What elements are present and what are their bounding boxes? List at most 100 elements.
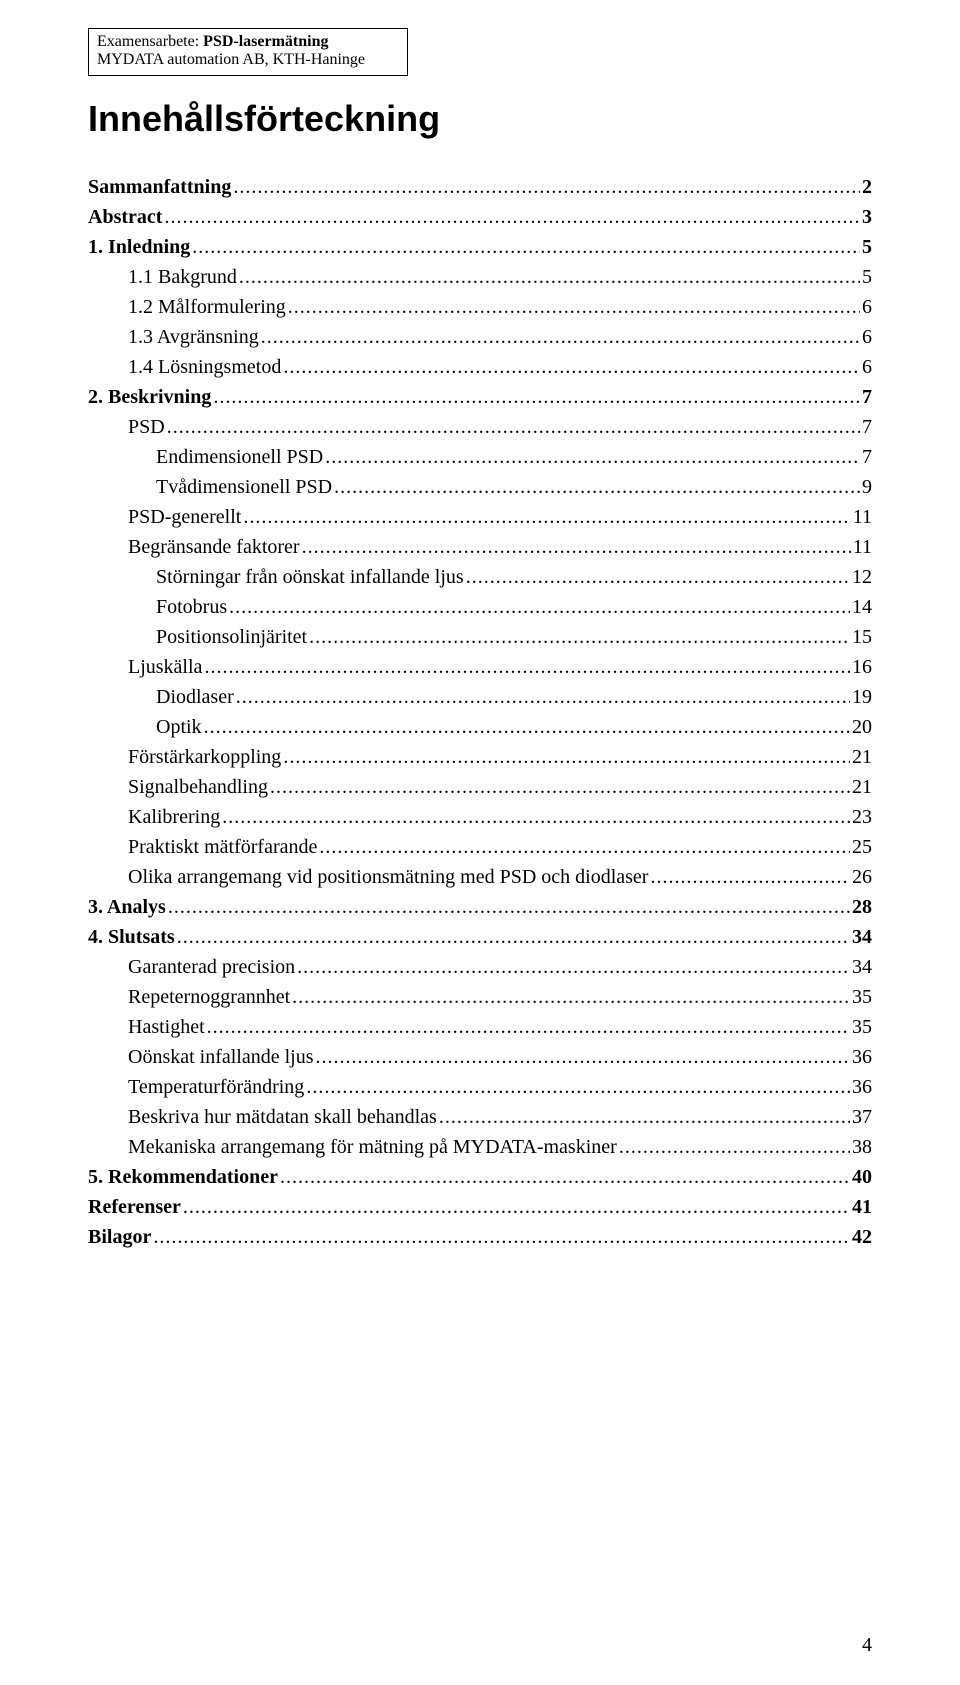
toc-label: Kalibrering <box>128 802 220 832</box>
toc-row: Referenser 41 <box>88 1192 872 1222</box>
toc-page: 14 <box>852 592 872 622</box>
toc-page: 26 <box>852 862 872 892</box>
toc-label: Fotobrus <box>156 592 227 622</box>
toc-page: 23 <box>852 802 872 832</box>
toc-leader <box>302 532 851 562</box>
toc-row: Praktiskt mätförfarande25 <box>88 832 872 862</box>
toc-label: Förstärkarkoppling <box>128 742 281 772</box>
toc-page: 34 <box>852 952 872 982</box>
toc-label: Endimensionell PSD <box>156 442 323 472</box>
toc-page: 15 <box>852 622 872 652</box>
toc-leader <box>167 412 860 442</box>
toc-leader <box>164 202 860 232</box>
toc-row: Tvådimensionell PSD9 <box>88 472 872 502</box>
toc-leader <box>619 1132 850 1162</box>
toc-page: 28 <box>852 892 872 922</box>
toc-leader <box>297 952 850 982</box>
toc-row: Optik 20 <box>88 712 872 742</box>
toc-leader <box>243 502 850 532</box>
toc-label: Optik <box>156 712 202 742</box>
toc-row: 1.1 Bakgrund5 <box>88 262 872 292</box>
toc-page: 11 <box>853 532 872 562</box>
toc-label: 4. Slutsats <box>88 922 175 952</box>
page-number: 4 <box>862 1634 872 1657</box>
toc-page: 11 <box>853 502 872 532</box>
toc-row: Begränsande faktorer 11 <box>88 532 872 562</box>
toc-leader <box>261 322 860 352</box>
toc-page: 7 <box>862 382 872 412</box>
toc-label: Signalbehandling <box>128 772 268 802</box>
toc-page: 5 <box>862 232 872 262</box>
toc-label: 5. Rekommendationer <box>88 1162 278 1192</box>
toc-leader <box>334 472 860 502</box>
toc-leader <box>283 352 860 382</box>
header-prefix: Examensarbete: <box>97 33 203 50</box>
toc-label: Begränsande faktorer <box>128 532 300 562</box>
toc-label: 1.4 Lösningsmetod <box>128 352 281 382</box>
toc-label: Sammanfattning <box>88 172 231 202</box>
toc-leader <box>236 682 850 712</box>
toc-row: 1.3 Avgränsning6 <box>88 322 872 352</box>
toc-label: Störningar från oönskat infallande ljus <box>156 562 464 592</box>
toc-page: 36 <box>852 1072 872 1102</box>
toc-leader <box>207 1012 850 1042</box>
toc-leader <box>233 172 860 202</box>
toc-label: PSD <box>128 412 165 442</box>
toc-label: Praktiskt mätförfarande <box>128 832 317 862</box>
toc-leader <box>306 1072 850 1102</box>
toc-page: 35 <box>852 982 872 1012</box>
toc-page: 20 <box>852 712 872 742</box>
toc-row: Oönskat infallande ljus 36 <box>88 1042 872 1072</box>
toc-label: Garanterad precision <box>128 952 295 982</box>
toc-page: 7 <box>862 412 872 442</box>
toc-row: Diodlaser19 <box>88 682 872 712</box>
toc-page: 36 <box>852 1042 872 1072</box>
toc-row: Signalbehandling 21 <box>88 772 872 802</box>
toc-page: 6 <box>862 352 872 382</box>
toc-leader <box>177 922 850 952</box>
toc-leader <box>168 892 850 922</box>
toc-label: 3. Analys <box>88 892 166 922</box>
toc-page: 21 <box>852 772 872 802</box>
toc-row: 1. Inledning 5 <box>88 232 872 262</box>
toc-page: 34 <box>852 922 872 952</box>
toc-label: Referenser <box>88 1192 181 1222</box>
toc-label: Bilagor <box>88 1222 151 1252</box>
toc-label: 1. Inledning <box>88 232 190 262</box>
toc-page: 37 <box>852 1102 872 1132</box>
toc-page: 12 <box>852 562 872 592</box>
toc-leader <box>292 982 850 1012</box>
toc-page: 42 <box>852 1222 872 1252</box>
toc-page: 19 <box>852 682 872 712</box>
toc-row: 1.2 Målformulering6 <box>88 292 872 322</box>
toc-label: Abstract <box>88 202 162 232</box>
toc-leader <box>325 442 860 472</box>
toc-row: Endimensionell PSD7 <box>88 442 872 472</box>
toc-label: Temperaturförändring <box>128 1072 304 1102</box>
toc-leader <box>288 292 860 322</box>
toc-page: 6 <box>862 292 872 322</box>
toc-leader <box>192 232 860 262</box>
toc-label: Oönskat infallande ljus <box>128 1042 314 1072</box>
toc-row: Olika arrangemang vid positionsmätning m… <box>88 862 872 892</box>
header-box: Examensarbete: PSD-lasermätning MYDATA a… <box>88 28 408 76</box>
toc-page: 9 <box>862 472 872 502</box>
toc-label: Hastighet <box>128 1012 205 1042</box>
toc-page: 41 <box>852 1192 872 1222</box>
toc-row: Kalibrering 23 <box>88 802 872 832</box>
toc-page: 40 <box>852 1162 872 1192</box>
toc-page: 6 <box>862 322 872 352</box>
toc-leader <box>229 592 850 622</box>
toc-row: Förstärkarkoppling 21 <box>88 742 872 772</box>
toc-leader <box>153 1222 850 1252</box>
toc-leader <box>270 772 850 802</box>
toc-leader <box>222 802 850 832</box>
table-of-contents: Sammanfattning2Abstract31. Inledning51.1… <box>88 172 872 1252</box>
toc-row: Temperaturförändring 36 <box>88 1072 872 1102</box>
toc-label: 2. Beskrivning <box>88 382 211 412</box>
toc-page: 21 <box>852 742 872 772</box>
toc-page: 5 <box>862 262 872 292</box>
toc-leader <box>204 712 850 742</box>
page-container: Examensarbete: PSD-lasermätning MYDATA a… <box>0 0 960 1685</box>
toc-row: PSD 7 <box>88 412 872 442</box>
